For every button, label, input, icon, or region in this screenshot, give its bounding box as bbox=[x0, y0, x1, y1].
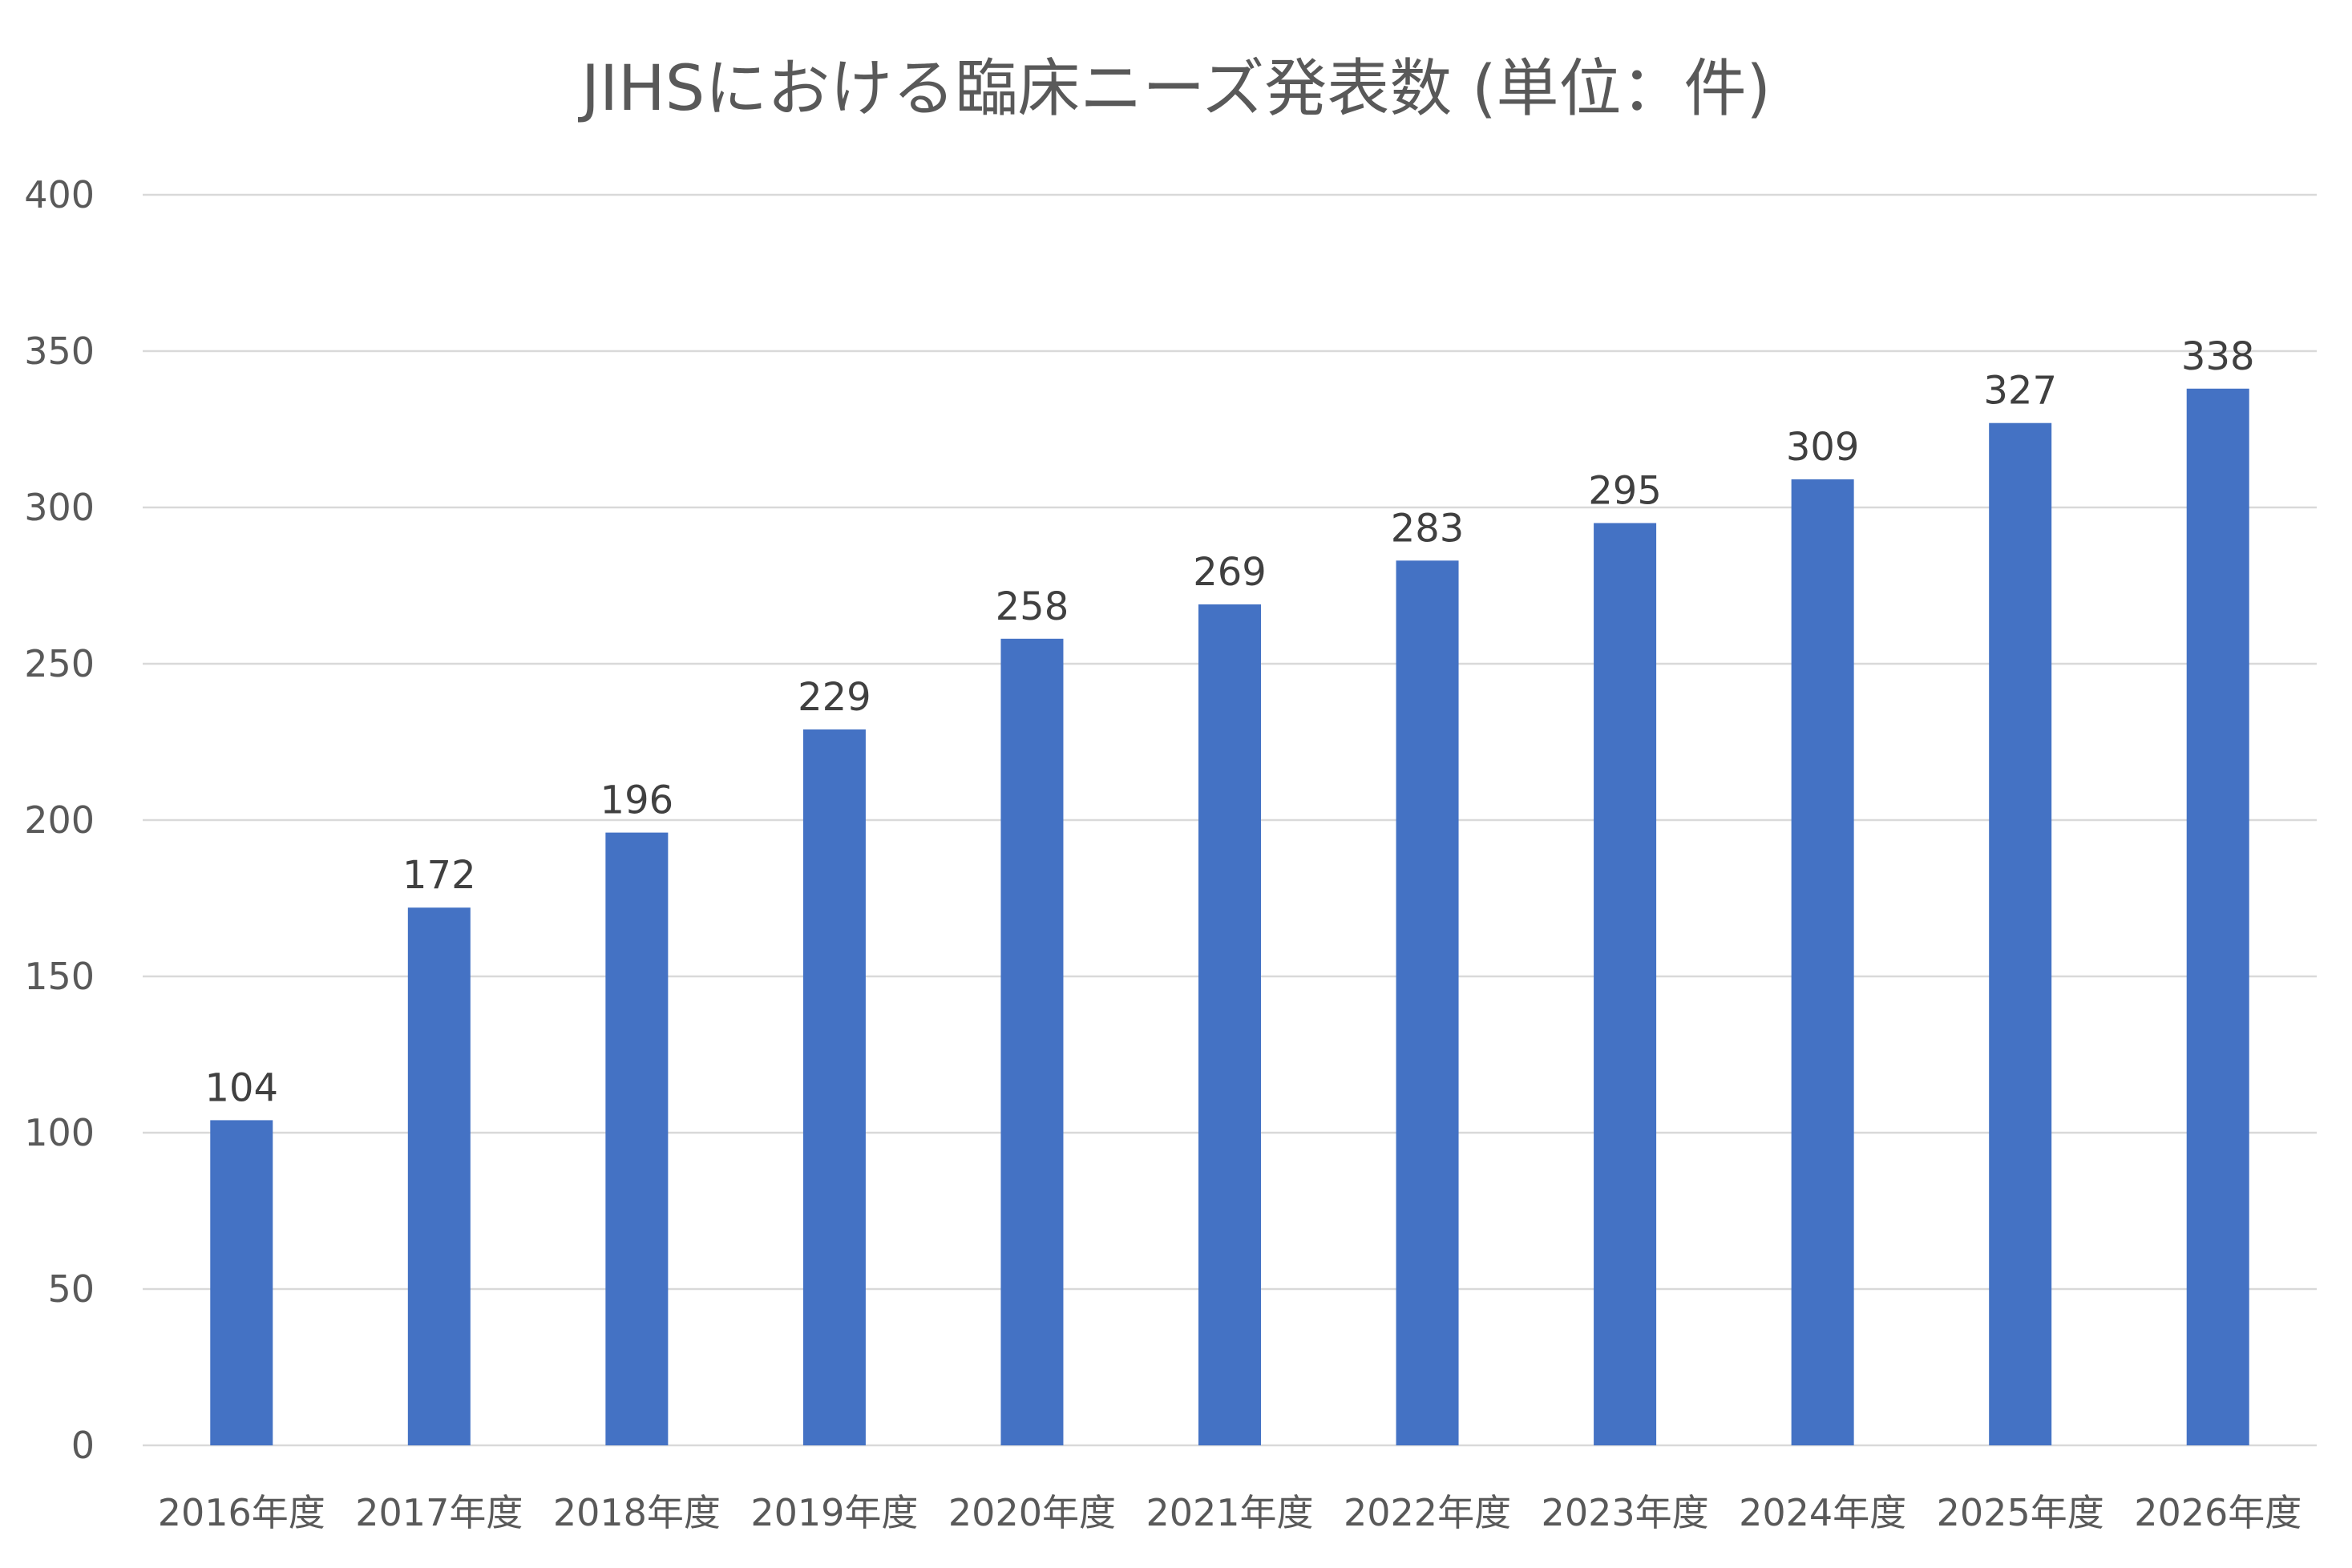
data-label: 104 bbox=[204, 1065, 278, 1110]
data-label: 229 bbox=[798, 675, 871, 720]
bar bbox=[1989, 422, 2052, 1446]
x-tick-label: 2025年度 bbox=[1937, 1491, 2104, 1534]
x-tick-label: 2019年度 bbox=[750, 1491, 918, 1534]
data-label: 295 bbox=[1588, 469, 1662, 514]
x-tick-label: 2023年度 bbox=[1542, 1491, 1709, 1534]
x-tick-label: 2026年度 bbox=[2134, 1491, 2301, 1534]
y-tick-label: 400 bbox=[24, 173, 95, 216]
data-label: 258 bbox=[996, 584, 1069, 629]
data-label: 338 bbox=[2181, 334, 2255, 379]
y-axis-tick-labels: 0 50 100 150 200 250 300 350 400 bbox=[24, 173, 95, 1467]
data-label: 196 bbox=[600, 778, 674, 823]
y-tick-label: 250 bbox=[24, 642, 95, 685]
x-axis-tick-labels: 2016年度 2017年度 2018年度 2019年度 2020年度 2021年度 2022… bbox=[158, 1491, 2302, 1534]
x-tick-label: 2021年度 bbox=[1146, 1491, 1313, 1534]
bar bbox=[1791, 479, 1854, 1445]
bar-series bbox=[210, 388, 2249, 1446]
chart-title: JIHSにおける臨床ニーズ発表数 (単位：件) bbox=[581, 53, 1771, 125]
y-tick-label: 100 bbox=[24, 1111, 95, 1154]
bar bbox=[1594, 523, 1657, 1445]
y-tick-label: 150 bbox=[24, 955, 95, 998]
x-tick-label: 2022年度 bbox=[1344, 1491, 1511, 1534]
bar bbox=[1396, 560, 1459, 1445]
data-label: 309 bbox=[1786, 425, 1860, 470]
bar bbox=[407, 907, 471, 1445]
y-tick-label: 350 bbox=[24, 329, 95, 373]
data-label: 172 bbox=[402, 853, 476, 898]
x-tick-label: 2016年度 bbox=[158, 1491, 325, 1534]
data-label: 327 bbox=[1983, 369, 2057, 414]
x-tick-label: 2020年度 bbox=[948, 1491, 1116, 1534]
data-labels: 104 172 196 229 258 269 283 295 309 327 338 bbox=[204, 334, 2254, 1111]
x-tick-label: 2017年度 bbox=[355, 1491, 523, 1534]
x-tick-label: 2018年度 bbox=[553, 1491, 721, 1534]
bar bbox=[1198, 604, 1261, 1445]
data-label: 283 bbox=[1391, 506, 1465, 551]
y-tick-label: 0 bbox=[71, 1424, 95, 1467]
y-tick-label: 200 bbox=[24, 798, 95, 842]
data-label: 269 bbox=[1193, 550, 1267, 595]
y-tick-label: 50 bbox=[47, 1267, 95, 1311]
bar bbox=[210, 1120, 273, 1445]
y-tick-label: 300 bbox=[24, 486, 95, 529]
x-tick-label: 2024年度 bbox=[1739, 1491, 1906, 1534]
bar bbox=[2186, 388, 2249, 1445]
bar bbox=[1000, 638, 1064, 1445]
bar bbox=[802, 729, 866, 1445]
bar bbox=[605, 832, 669, 1445]
